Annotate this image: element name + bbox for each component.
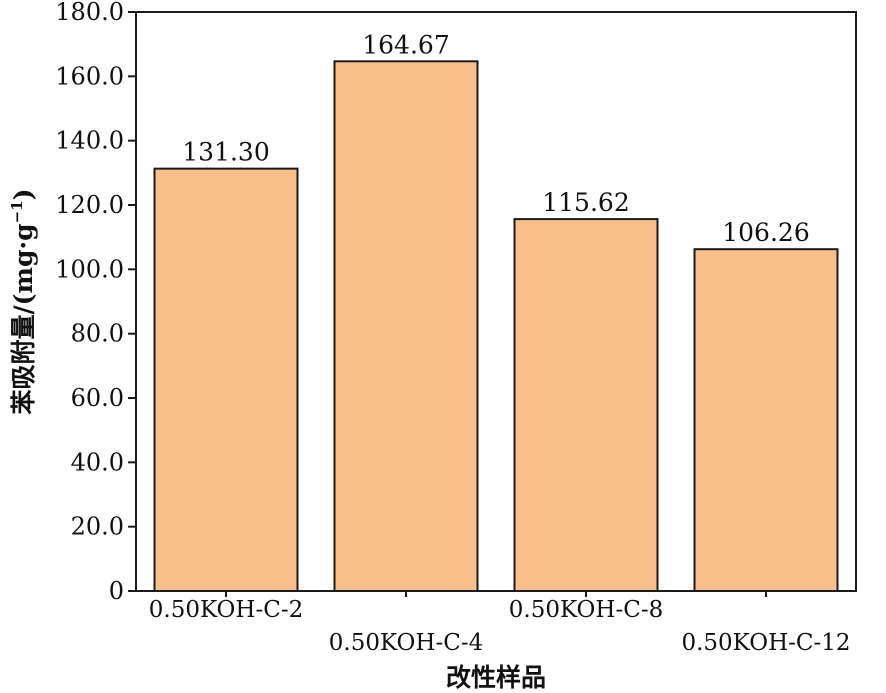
bar-value-label: 131.30 bbox=[182, 138, 269, 167]
y-axis-title: 苯吸附量/(mg·g−1) bbox=[8, 189, 38, 416]
y-tick-label: 40.0 bbox=[71, 448, 124, 476]
bar-value-label: 115.62 bbox=[542, 188, 629, 217]
y-tick-label: 100.0 bbox=[55, 255, 124, 283]
y-axis-title-main: 苯吸附量/(mg·g bbox=[9, 223, 38, 415]
data-label-group: 131.30 164.67 115.62 106.26 bbox=[182, 30, 809, 247]
x-axis-title: 改性样品 bbox=[446, 663, 546, 692]
x-axis-category-labels: 0.50KOH-C-2 0.50KOH-C-4 0.50KOH-C-8 0.50KOH… bbox=[149, 591, 851, 656]
x-category-label: 0.50KOH-C-8 bbox=[509, 597, 663, 623]
bar bbox=[333, 60, 479, 592]
bar-value-label: 106.26 bbox=[722, 218, 809, 247]
x-category-label: 0.50KOH-C-2 bbox=[149, 597, 303, 623]
y-tick-label: 80.0 bbox=[71, 320, 124, 348]
x-category-label: 0.50KOH-C-4 bbox=[329, 630, 483, 656]
bar-group bbox=[153, 60, 839, 593]
y-tick-label: 0 bbox=[109, 577, 124, 605]
bar bbox=[693, 248, 839, 593]
bar bbox=[153, 167, 299, 592]
x-category-label: 0.50KOH-C-12 bbox=[681, 630, 850, 656]
y-tick-label: 140.0 bbox=[55, 127, 124, 155]
y-axis-title-superscript: −1 bbox=[8, 200, 26, 223]
y-tick-label: 120.0 bbox=[55, 191, 124, 219]
y-axis-title-suffix: ) bbox=[9, 189, 38, 201]
y-tick-label: 60.0 bbox=[71, 384, 124, 412]
y-tick-label: 180.0 bbox=[55, 0, 124, 26]
y-tick-label: 20.0 bbox=[71, 513, 124, 541]
y-tick-label: 160.0 bbox=[55, 62, 124, 90]
plot-frame bbox=[135, 11, 857, 592]
y-axis-ticks: 0 20.0 40.0 60.0 80.0 100.0 120.0 140.0 160.0 180… bbox=[55, 0, 136, 605]
bar-value-label: 164.67 bbox=[362, 30, 449, 59]
bar bbox=[513, 218, 659, 593]
